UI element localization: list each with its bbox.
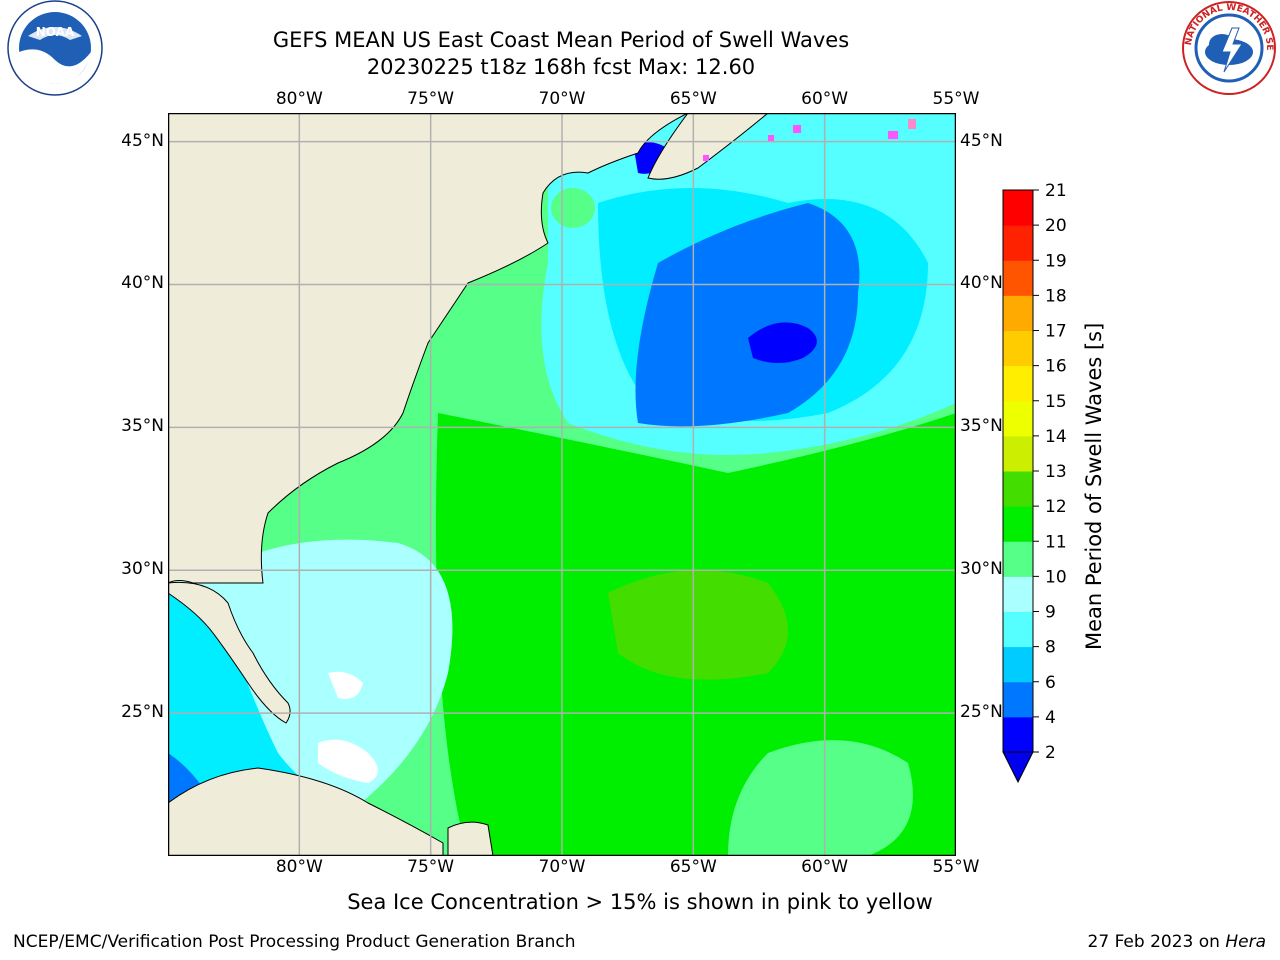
map-title: GEFS MEAN US East Coast Mean Period of S… <box>272 28 850 52</box>
lat-label-right: 45°N <box>960 130 1003 151</box>
footer-date: 27 Feb 2023 on Hera <box>1088 932 1266 952</box>
region-green-yellow <box>608 570 788 680</box>
colorbar-under-arrow <box>1002 751 1034 784</box>
sea-ice-caption: Sea Ice Concentration > 15% is shown in … <box>347 890 933 914</box>
lat-label-right: 30°N <box>960 559 1003 580</box>
lat-label-left: 30°N <box>121 559 164 580</box>
colorbar-label: Mean Period of Swell Waves [s] <box>1082 322 1106 650</box>
map-subtitle: 20230225 t18z 168h fcst Max: 12.60 <box>366 55 756 79</box>
land-hispaniola <box>447 821 494 855</box>
colorbar-tick-label: 6 <box>1045 673 1056 693</box>
lon-label-top: 65°W <box>669 89 717 109</box>
colorbar-tick-label: 13 <box>1045 462 1067 482</box>
lat-label-right: 40°N <box>960 273 1003 294</box>
lon-label-top: 70°W <box>538 89 586 109</box>
lat-label-left: 35°N <box>121 416 164 437</box>
footer-branch: NCEP/EMC/Verification Post Processing Pr… <box>13 932 576 952</box>
lon-label-bottom: 80°W <box>275 857 323 877</box>
region-light-green-south <box>728 740 913 855</box>
colorbar-tick-label: 17 <box>1045 322 1067 342</box>
bahamas-patch-2 <box>318 739 378 783</box>
region-blue <box>635 203 860 427</box>
region-deep-blue <box>748 322 817 363</box>
colorbar-segment <box>1003 541 1033 577</box>
colorbar-tick-label: 16 <box>1045 357 1067 377</box>
colorbar-tick-label: 10 <box>1045 567 1067 587</box>
colorbar-segment <box>1003 400 1033 437</box>
colorbar-segment <box>1003 330 1033 367</box>
sea-ice-mark <box>908 119 916 129</box>
bahamas-patch-1 <box>328 671 363 699</box>
noaa-logo: NOAA <box>7 0 103 96</box>
colorbar-tick-label: 12 <box>1045 497 1067 517</box>
colorbar-segment <box>1003 681 1033 718</box>
colorbar-segment <box>1003 190 1033 226</box>
lon-label-top: 80°W <box>275 89 323 109</box>
colorbar-segment <box>1003 365 1033 402</box>
colorbar-segment <box>1003 576 1033 612</box>
colorbar-tick-label: 11 <box>1045 532 1067 552</box>
colorbar-tick-label: 2 <box>1045 743 1056 763</box>
footer-date-text: 27 Feb 2023 on <box>1087 932 1226 952</box>
lat-label-left: 25°N <box>121 702 164 723</box>
colorbar-segment <box>1003 225 1033 261</box>
colorbar-tick-label: 21 <box>1045 181 1067 201</box>
swell-period-map <box>168 113 956 856</box>
colorbar: 2 4 6 8 9 10 11 12 13 14 15 16 17 18 19 20 21 <box>1002 181 1067 784</box>
colorbar-segment <box>1003 260 1033 296</box>
colorbar-tick-label: 15 <box>1045 392 1067 412</box>
lat-label-right: 25°N <box>960 702 1003 723</box>
colorbar-tick-label: 20 <box>1045 216 1067 236</box>
sea-ice-mark <box>768 135 774 141</box>
colorbar-segment <box>1003 506 1033 542</box>
land-cuba <box>169 767 444 855</box>
sea-ice-mark <box>793 125 801 133</box>
lon-label-top: 75°W <box>407 89 455 109</box>
graticule <box>168 113 956 856</box>
colorbar-segment <box>1003 471 1033 507</box>
lat-label-right: 35°N <box>960 416 1003 437</box>
colorbar-segment <box>1003 716 1033 753</box>
colorbar-tick-label: 8 <box>1045 638 1056 658</box>
land-north-america <box>169 114 688 584</box>
colorbar-segment <box>1003 295 1033 331</box>
footer-host: Hera <box>1225 932 1266 952</box>
noaa-logo-text: NOAA <box>36 25 75 39</box>
colorbar-tick-label: 19 <box>1045 251 1067 271</box>
colorbar-segment <box>1003 611 1033 648</box>
lon-label-top: 60°W <box>801 89 849 109</box>
lat-label-left: 45°N <box>121 130 164 151</box>
nws-logo: NATIONAL WEATHER SERVICE <box>1178 0 1276 95</box>
sea-ice-mark <box>888 131 898 139</box>
lon-label-bottom: 75°W <box>407 857 455 877</box>
lon-label-top: 55°W <box>932 89 980 109</box>
lon-label-bottom: 65°W <box>669 857 717 877</box>
colorbar-tick-label: 9 <box>1045 603 1056 623</box>
sea-ice-mark <box>703 155 709 161</box>
lon-label-bottom: 55°W <box>932 857 980 877</box>
colorbar-segment <box>1003 435 1033 472</box>
lat-label-left: 40°N <box>121 273 164 294</box>
land-nova-scotia <box>647 114 768 180</box>
region-north-green-spot <box>551 188 595 228</box>
colorbar-tick-label: 4 <box>1045 708 1056 728</box>
colorbar-tick-label: 18 <box>1045 286 1067 306</box>
lon-label-bottom: 70°W <box>538 857 586 877</box>
colorbar-segment <box>1003 646 1033 683</box>
map-border <box>168 113 956 856</box>
colorbar-tick-label: 14 <box>1045 427 1067 447</box>
lon-label-bottom: 60°W <box>801 857 849 877</box>
